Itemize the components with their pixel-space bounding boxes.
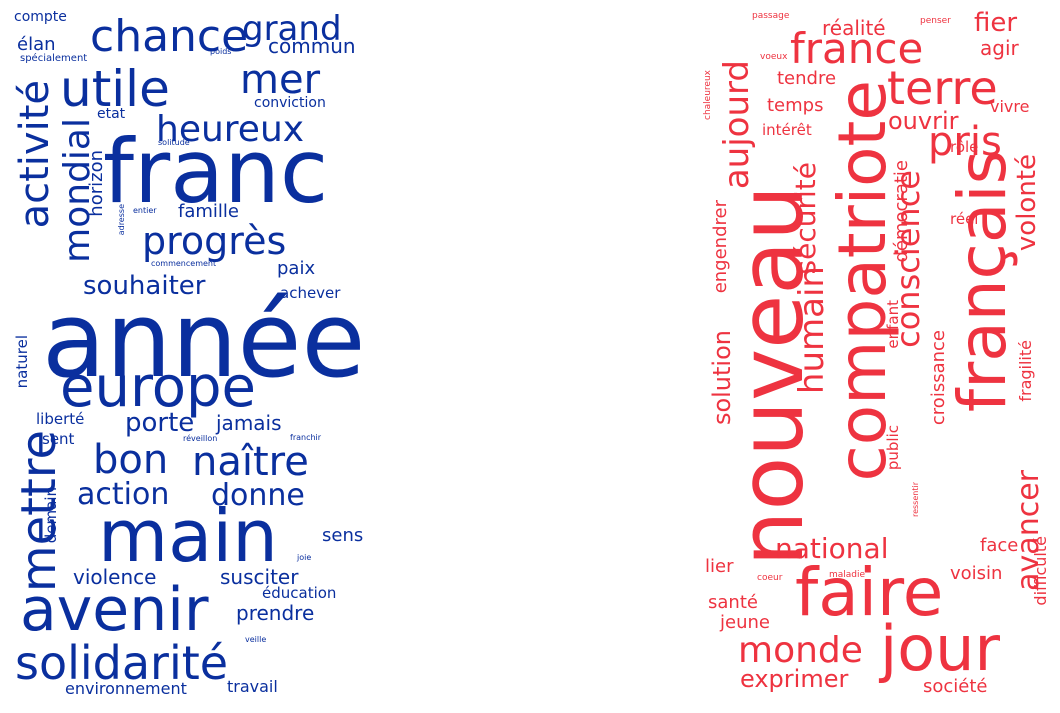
red-cloud-word: maladie [829, 570, 866, 580]
red-cloud-word: monde [738, 630, 863, 671]
blue-cloud-word: donne [211, 478, 305, 513]
blue-cloud-word: entier [133, 206, 157, 215]
red-cloud-word: démocratie [891, 160, 912, 263]
red-cloud-word: voeux [760, 52, 788, 62]
red-cloud-word: national [775, 532, 889, 565]
blue-cloud-word: éducation [262, 584, 337, 602]
red-cloud-word: santé [708, 592, 758, 613]
blue-cloud-word: sent [42, 430, 75, 448]
blue-cloud-word: veille [245, 635, 267, 644]
blue-cloud-word: action [77, 477, 170, 512]
blue-cloud-word: compte [14, 9, 67, 25]
red-cloud-word: ressentir [911, 482, 920, 518]
blue-cloud-word: porte [125, 408, 195, 438]
red-cloud-word: agir [980, 36, 1019, 60]
blue-cloud-word: franchir [290, 433, 322, 442]
blue-cloud-word: avenir [20, 575, 209, 645]
blue-cloud-word: souhaiter [83, 271, 206, 301]
blue-cloud-word: année [42, 279, 366, 401]
red-cloud-word: fragilité [1016, 340, 1035, 402]
blue-cloud-word: europe [60, 355, 256, 420]
blue-cloud-word: environnement [65, 679, 187, 698]
blue-cloud-word: commun [268, 34, 356, 58]
blue-cloud-word: prendre [236, 601, 315, 625]
red-cloud-word: exprimer [740, 665, 849, 693]
blue-cloud-word: horizon [86, 150, 107, 217]
blue-cloud-word: chance [90, 11, 249, 62]
blue-cloud-word: famille [178, 201, 239, 222]
red-cloud-word: tendre [777, 68, 837, 89]
blue-cloud-word: achever [280, 284, 341, 302]
word-cloud-blue: année franc main europe avenir solidarité mett… [0, 0, 372, 713]
blue-cloud-word: réveillon [183, 434, 218, 443]
blue-cloud-word: mer [240, 57, 321, 103]
red-cloud-word: société [923, 676, 988, 697]
red-cloud-word: intérêt [762, 121, 812, 139]
blue-cloud-word: spécialement [20, 53, 88, 64]
red-cloud-word: engendrer [710, 200, 731, 294]
blue-cloud-word: solitude [158, 138, 190, 147]
red-cloud-word: terre [887, 61, 998, 115]
blue-cloud-word: utile [60, 60, 170, 118]
red-cloud-word: fier [974, 8, 1018, 38]
red-cloud-word: pris [928, 119, 1002, 165]
red-cloud-word: chaleureux [703, 70, 713, 120]
blue-cloud-word: conviction [254, 95, 326, 111]
blue-cloud-word: joie [297, 553, 312, 562]
blue-cloud-word: susciter [220, 565, 299, 589]
blue-cloud-word: travail [227, 677, 278, 696]
blue-cloud-word: élan [17, 34, 56, 55]
red-cloud-word: rôle [950, 138, 979, 156]
red-cloud-word: passage [752, 11, 790, 21]
red-cloud-word: humain [792, 266, 832, 395]
blue-cloud-word: jamais [216, 411, 282, 435]
blue-cloud-word: commencement [151, 259, 217, 268]
red-cloud-word: jour [880, 612, 1000, 685]
blue-cloud-word: sens [322, 525, 364, 546]
red-cloud-word: faire [795, 554, 944, 631]
blue-cloud-word: naturel [13, 335, 31, 389]
red-cloud-word: aujourd [717, 60, 757, 190]
red-cloud-word: volonté [1012, 154, 1042, 252]
red-cloud-word: solution [708, 330, 736, 426]
red-cloud-word: face [980, 535, 1019, 556]
blue-cloud-word: bon [93, 437, 169, 483]
blue-cloud-word: adresse [117, 204, 126, 236]
red-cloud-word: vivre [990, 97, 1030, 116]
blue-cloud-word: liberté [36, 410, 85, 428]
blue-cloud-word: poids [210, 47, 232, 56]
blue-cloud-word: progrès [142, 219, 287, 263]
blue-cloud-word: activité [12, 80, 58, 229]
blue-cloud-word: solidarité [15, 636, 229, 690]
blue-cloud-word: naître [192, 439, 309, 485]
red-cloud-word: compatriote [824, 80, 901, 482]
red-cloud-word: difficulté [1031, 536, 1050, 606]
blue-cloud-word: grand [242, 9, 342, 49]
red-cloud-word: réel [950, 210, 979, 228]
red-cloud-word: coeur [757, 573, 783, 583]
red-cloud-word: voisin [950, 563, 1003, 584]
blue-cloud-word: paix [277, 258, 316, 279]
blue-cloud-word: main [98, 494, 278, 578]
red-cloud-word: jeune [720, 612, 770, 633]
red-cloud-word: enfant [884, 300, 902, 349]
red-cloud-word: lier [705, 556, 734, 577]
red-cloud-word: croissance [928, 330, 949, 426]
red-cloud-word: temps [767, 95, 824, 116]
red-cloud-word: réalité [822, 16, 886, 40]
blue-cloud-word: violence [73, 565, 157, 589]
red-cloud-word: public [884, 425, 902, 471]
red-cloud-word: france [790, 24, 924, 73]
blue-cloud-word: demain [42, 487, 60, 544]
blue-cloud-word: etat [97, 106, 126, 122]
blue-cloud-word: franc [103, 120, 329, 223]
red-cloud-word: sécurité [789, 162, 822, 275]
blue-cloud-word: heureux [156, 109, 305, 150]
red-cloud-word: ouvrir [888, 107, 959, 135]
red-cloud-word: penser [920, 16, 951, 26]
red-cloud-word: français [944, 150, 1021, 413]
word-cloud-red: nouveau compatriote français faire jour franc… [700, 0, 1060, 713]
